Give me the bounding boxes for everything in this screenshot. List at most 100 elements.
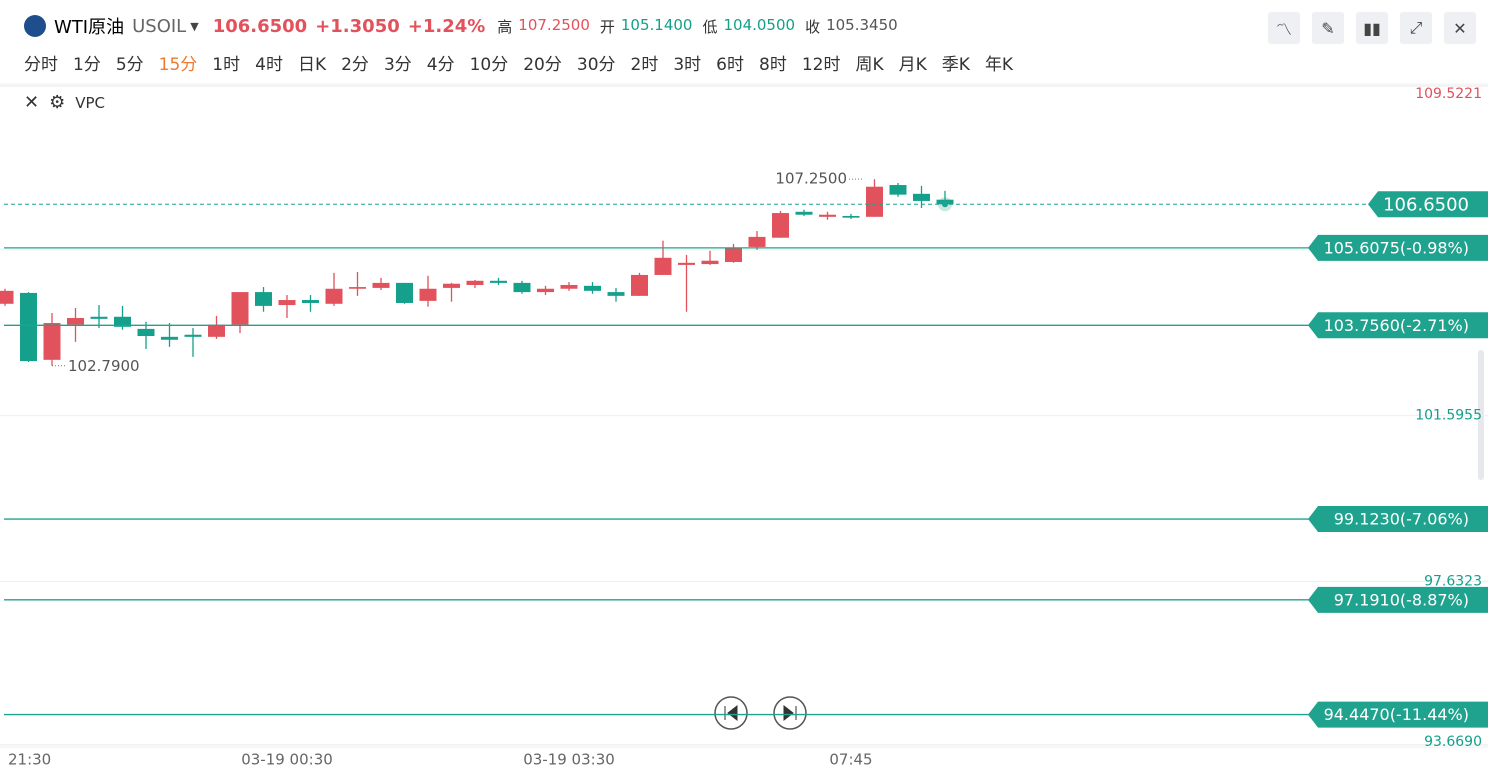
- y-tick-label: 97.6323: [1424, 573, 1482, 589]
- x-tick-label: 07:45: [829, 751, 872, 769]
- candle-body: [772, 213, 789, 238]
- level-label: 99.1230(-7.06%): [1334, 510, 1469, 529]
- candle-body: [560, 284, 578, 289]
- stats: 高 107.2500 开 105.1400 低 104.0500 收 105.3450: [497, 16, 901, 37]
- level-tag: [1308, 312, 1488, 339]
- last-price-label: 106.6500: [1383, 194, 1469, 215]
- nav-next[interactable]: [773, 696, 807, 730]
- timeframe-tab[interactable]: 6时: [716, 55, 744, 75]
- tool-candle[interactable]: ▮▮: [1356, 12, 1388, 44]
- candle-body: [67, 318, 84, 325]
- candle-body: [889, 185, 907, 195]
- tool-draw[interactable]: ✎: [1312, 12, 1344, 44]
- tool-close[interactable]: ✕: [1444, 12, 1476, 44]
- candle-body: [678, 262, 695, 265]
- indicator-close[interactable]: ✕: [24, 92, 40, 113]
- candle-body: [513, 282, 531, 293]
- candle-body: [866, 186, 883, 217]
- price: 106.6500: [212, 15, 308, 37]
- timeframe-tab[interactable]: 分时: [24, 55, 58, 75]
- tool-fullscreen[interactable]: ⤢: [1400, 12, 1432, 44]
- candle-body: [184, 334, 202, 337]
- candle-body: [208, 324, 225, 337]
- candle-body: [443, 283, 460, 288]
- candle-body: [466, 280, 484, 285]
- candle-body: [372, 282, 390, 288]
- candle-body: [114, 316, 131, 327]
- indicator-bar: ✕ ⚙ VPC: [24, 92, 105, 113]
- candle-body: [490, 280, 507, 283]
- level-tag: [1308, 701, 1488, 728]
- timeframe-tab[interactable]: 年K: [984, 55, 1014, 75]
- symbol-icon: [24, 15, 46, 37]
- timeframe-tab[interactable]: 30分: [576, 55, 616, 75]
- symbol[interactable]: USOIL: [132, 15, 187, 37]
- candle-body: [584, 285, 601, 291]
- level-label: 94.4470(-11.44%): [1324, 705, 1469, 724]
- timeframe-tab[interactable]: 季K: [941, 55, 970, 75]
- timeframes: 分时 1分 5分 15分 1时 4时 日K 2分 3分 4分 10分 20分 30分 2时 3时 6时 8时 12…: [24, 50, 1013, 75]
- timeframe-tab[interactable]: 5分: [115, 55, 144, 75]
- timeframe-tab[interactable]: 日K: [297, 55, 327, 75]
- nav-prev[interactable]: [714, 696, 748, 730]
- timeframe-tab[interactable]: 2分: [341, 55, 369, 75]
- extreme-label: 107.2500: [775, 170, 847, 188]
- tool-indicator[interactable]: 〽: [1268, 12, 1300, 44]
- dropdown-arrow[interactable]: ▼: [190, 19, 199, 33]
- timeframe-tab[interactable]: 月K: [898, 55, 927, 75]
- candle-body: [43, 323, 61, 360]
- level-tag: [1308, 586, 1488, 613]
- candle-body: [748, 236, 766, 247]
- y-tick-label: 109.5221: [1415, 86, 1482, 102]
- timeframe-tab[interactable]: 1分: [73, 55, 101, 75]
- timeframe-tab[interactable]: 12时: [801, 55, 841, 75]
- candle-body: [349, 287, 366, 289]
- indicator-settings[interactable]: ⚙: [49, 92, 66, 113]
- indicator-name: VPC: [75, 93, 106, 112]
- candle-body: [701, 260, 719, 265]
- candle-body: [161, 336, 178, 340]
- timeframe-tab[interactable]: 10分: [469, 55, 509, 75]
- candle-body: [231, 292, 249, 325]
- candle-body: [419, 288, 437, 301]
- change-pct: +1.24%: [407, 15, 486, 37]
- level-label: 103.7560(-2.71%): [1324, 316, 1469, 335]
- x-tick-label: 03-19 00:30: [241, 751, 333, 769]
- level-tag: [1308, 234, 1488, 261]
- timeframe-tab[interactable]: 4时: [255, 55, 283, 75]
- timeframe-tab[interactable]: 8时: [759, 55, 787, 75]
- candle-body: [396, 282, 413, 303]
- candle-body: [631, 274, 648, 296]
- candle-body: [842, 215, 860, 218]
- y-tick-label: 93.6690: [1424, 734, 1482, 750]
- candle-body: [913, 193, 930, 201]
- timeframe-tab[interactable]: 3时: [673, 55, 702, 75]
- candle-body: [607, 292, 625, 296]
- candle-body: [725, 247, 742, 262]
- x-tick-label: 21:30: [8, 751, 51, 769]
- stat-value: 104.0500: [723, 15, 796, 34]
- timeframe-tab[interactable]: 4分: [426, 55, 455, 75]
- timeframe-tab[interactable]: 1时: [212, 55, 241, 75]
- candle-body: [137, 328, 155, 336]
- level-tag: [1308, 506, 1488, 533]
- scrollbar[interactable]: [1478, 350, 1484, 480]
- level-label: 97.1910(-8.87%): [1334, 590, 1469, 609]
- timeframe-tab[interactable]: 15分: [158, 55, 198, 75]
- candle-body: [255, 292, 272, 306]
- timeframe-tab[interactable]: 周K: [855, 55, 884, 75]
- stat-label: 低: [702, 17, 718, 36]
- level-label: 105.6075(-0.98%): [1324, 238, 1469, 257]
- timeframe-tab[interactable]: 2时: [630, 55, 659, 75]
- timeframe-tab[interactable]: 3分: [383, 55, 412, 75]
- timeframe-tab[interactable]: 20分: [523, 55, 562, 75]
- toolbar: 〽 ✎ ▮▮ ⤢ ✕: [1268, 12, 1476, 44]
- stat-value: 105.3450: [826, 15, 898, 34]
- candle-body: [302, 300, 319, 303]
- last-price-dot: [942, 201, 948, 208]
- extreme-label: 102.7900: [68, 357, 140, 375]
- candle-body: [795, 211, 813, 215]
